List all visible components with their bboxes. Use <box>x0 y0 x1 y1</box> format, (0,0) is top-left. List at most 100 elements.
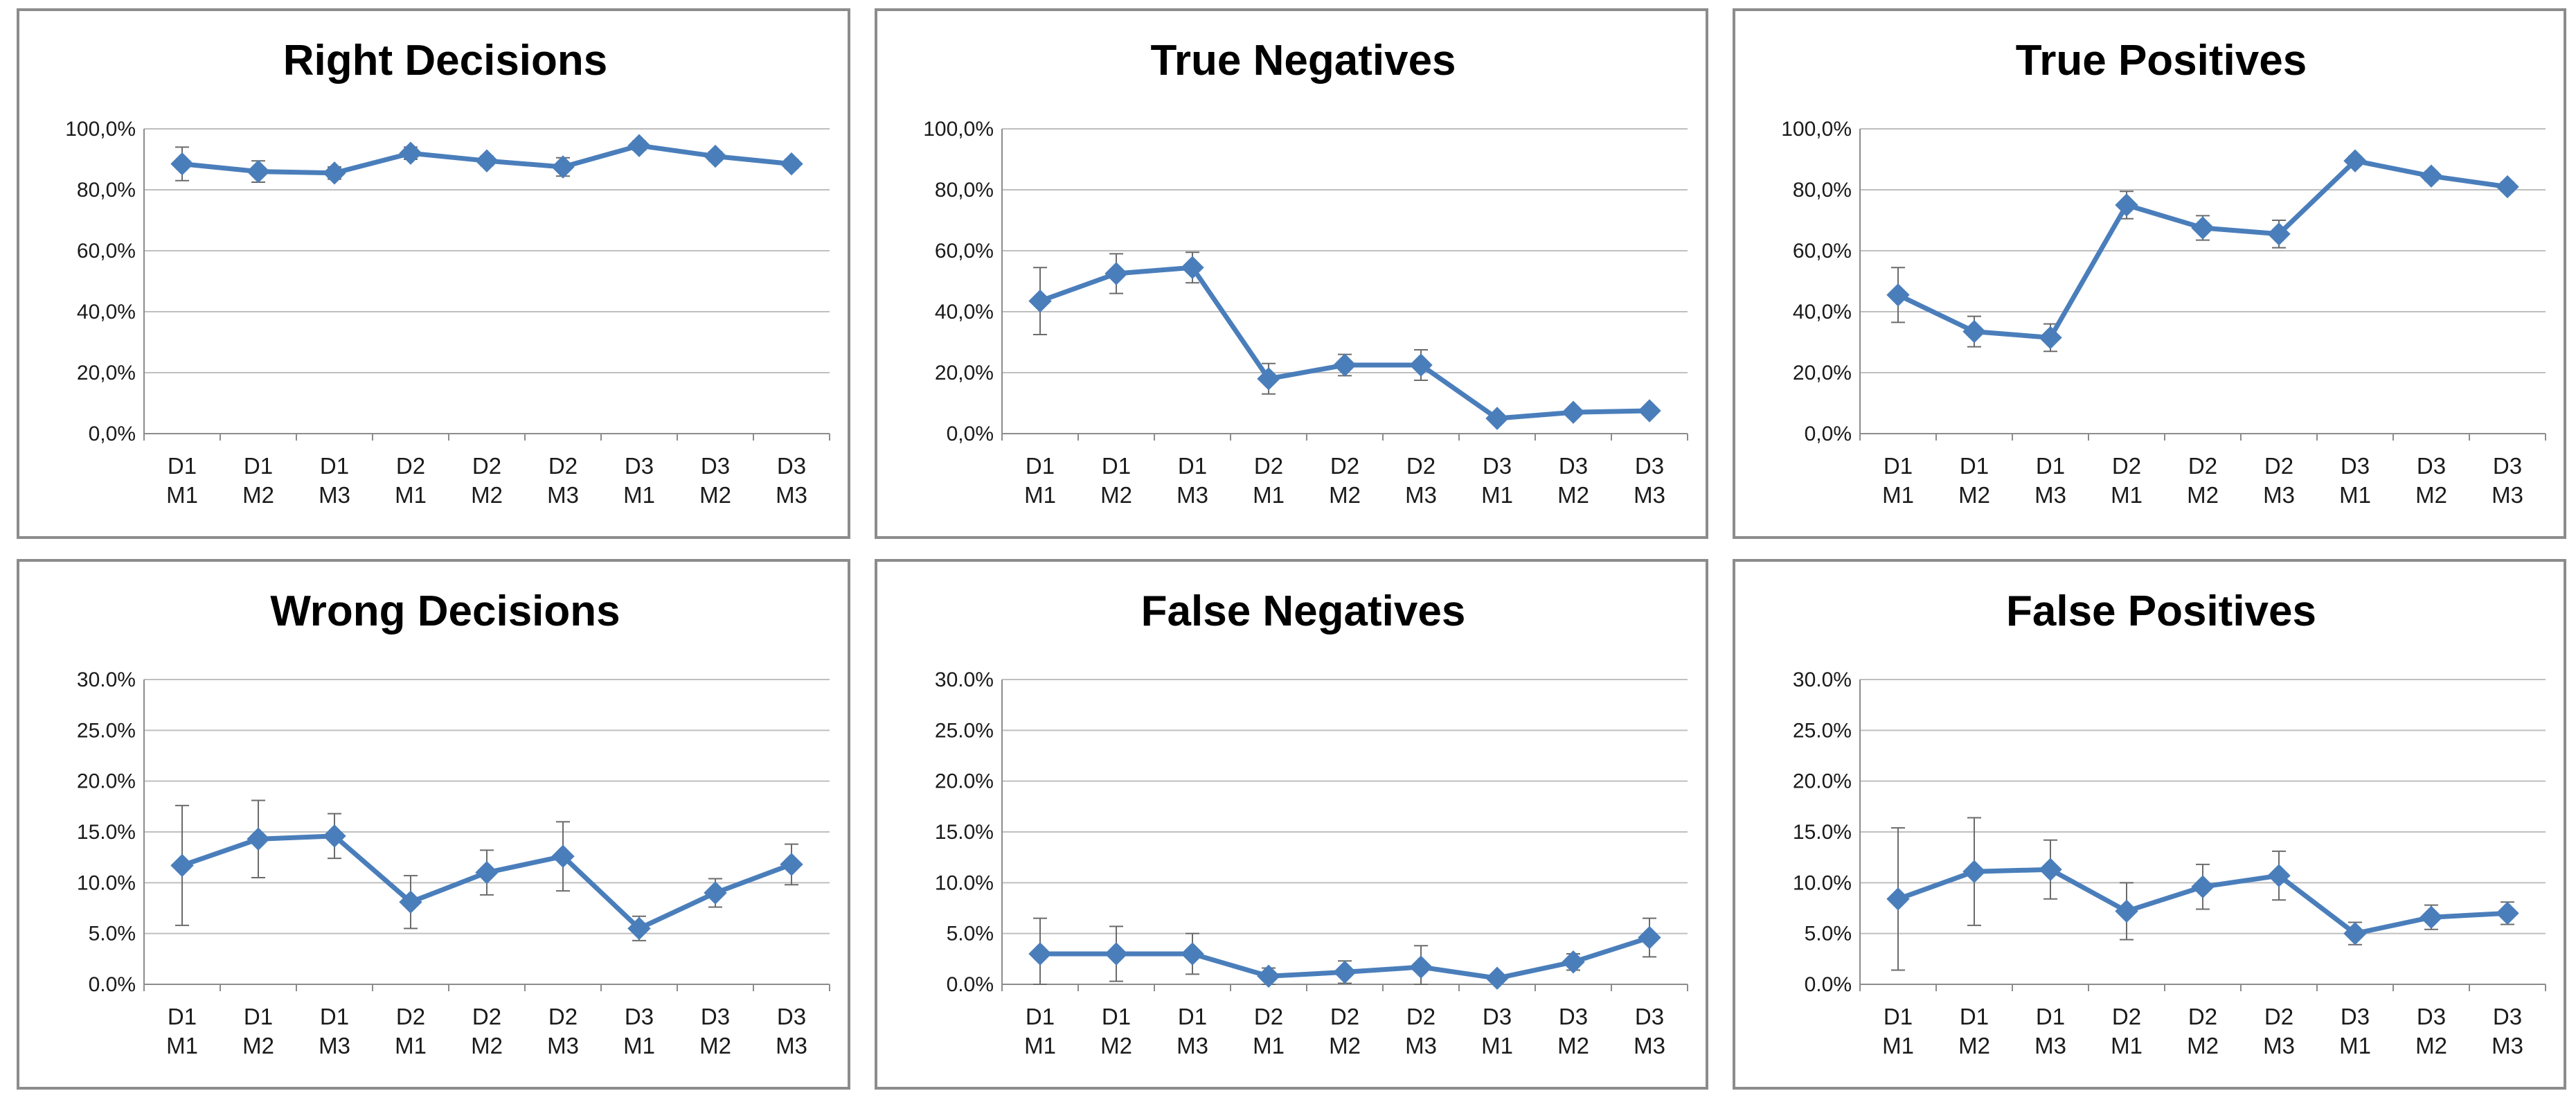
true-negatives-xlabel-d: D3 <box>1483 453 1512 479</box>
true-negatives-data-point <box>1333 353 1357 377</box>
false-negatives-xlabel-m: M2 <box>1557 1033 1589 1058</box>
wrong-decisions-data-point <box>627 916 651 941</box>
true-negatives-xlabel-m: M3 <box>1405 482 1437 508</box>
false-positives-data-point <box>2039 858 2062 881</box>
false-positives-xlabel-d: D2 <box>2264 1004 2293 1029</box>
false-positives-xlabel-d: D3 <box>2493 1004 2522 1029</box>
false-negatives-xlabel-m: M2 <box>1100 1033 1132 1058</box>
true-positives-xlabel-m: M1 <box>2111 482 2143 508</box>
true-positives-xlabel-d: D1 <box>2036 453 2065 479</box>
false-positives-xlabel-m: M2 <box>2187 1033 2219 1058</box>
true-positives-data-point <box>2191 216 2215 240</box>
wrong-decisions-xlabel-d: D3 <box>701 1004 730 1029</box>
wrong-decisions-ytick-label: 25.0% <box>77 719 136 742</box>
wrong-decisions-ytick-label: 30.0% <box>77 668 136 691</box>
wrong-decisions-data-point <box>704 881 727 905</box>
false-negatives-data-point <box>1409 955 1433 979</box>
wrong-decisions-ytick-label: 5.0% <box>89 923 136 946</box>
chart-svg-true-negatives: True Negatives 100,0% 80,0% 60,0% 40,0% 20,0%… <box>923 37 1688 508</box>
true-negatives-xlabel-d: D1 <box>1178 453 1207 479</box>
right-decisions-ytick-label: 100,0% <box>65 118 136 141</box>
right-decisions-title: Right Decisions <box>283 37 608 85</box>
true-positives-xlabel-d: D3 <box>2417 453 2446 479</box>
false-positives-xlabel-m: M3 <box>2034 1033 2066 1058</box>
false-positives-data-point <box>2496 901 2519 925</box>
true-negatives-xlabel-m: M1 <box>1253 482 1285 508</box>
false-negatives-ytick-label: 20.0% <box>935 770 994 793</box>
wrong-decisions-xlabel-m: M2 <box>699 1033 731 1058</box>
right-decisions-data-point <box>551 155 575 179</box>
false-positives-data-point <box>1962 860 1986 883</box>
chart-panel-false-negatives: False Negatives 30.0% 25.0% 20.0% 15.0% 10.0%… <box>875 559 1708 1090</box>
right-decisions-xlabel-m: M2 <box>699 482 731 508</box>
true-positives-xlabel-d: D2 <box>2112 453 2141 479</box>
true-positives-data-point <box>2496 175 2519 199</box>
false-positives-xlabel-m: M2 <box>2415 1033 2447 1058</box>
true-negatives-xlabel-m: M1 <box>1024 482 1056 508</box>
right-decisions-xlabel-d: D2 <box>548 453 578 479</box>
false-negatives-data-point <box>1104 942 1128 966</box>
true-negatives-xlabel-m: M2 <box>1100 482 1132 508</box>
true-negatives-ytick-label: 0,0% <box>947 423 994 445</box>
false-positives-xlabel-d: D2 <box>2188 1004 2217 1029</box>
true-negatives-data-point <box>1409 353 1433 377</box>
false-negatives-xlabel-m: M3 <box>1634 1033 1665 1058</box>
right-decisions-ytick-label: 20,0% <box>77 362 136 384</box>
right-decisions-xlabel-d: D3 <box>625 453 654 479</box>
right-decisions-data-point <box>247 159 270 184</box>
right-decisions-ytick-label: 60,0% <box>77 240 136 263</box>
true-negatives-xlabel-m: M3 <box>1177 482 1208 508</box>
false-positives-xlabel-m: M1 <box>1882 1033 1914 1058</box>
right-decisions-ytick-label: 40,0% <box>77 301 136 323</box>
false-positives-xlabel-d: D2 <box>2112 1004 2141 1029</box>
false-negatives-xlabel-d: D2 <box>1406 1004 1435 1029</box>
right-decisions-xlabel-m: M3 <box>776 482 807 508</box>
wrong-decisions-xlabel-d: D3 <box>625 1004 654 1029</box>
right-decisions-xlabel-d: D3 <box>777 453 806 479</box>
false-negatives-ytick-label: 25.0% <box>935 719 994 742</box>
false-positives-data-point <box>2343 921 2367 946</box>
false-positives-data-point <box>2115 899 2138 923</box>
right-decisions-xlabel-m: M1 <box>623 482 655 508</box>
false-positives-ytick-label: 20.0% <box>1793 770 1852 793</box>
right-decisions-xlabel-d: D1 <box>168 453 197 479</box>
true-positives-xlabel-m: M2 <box>2415 482 2447 508</box>
true-positives-data-point <box>1962 319 1986 344</box>
true-positives-xlabel-d: D2 <box>2188 453 2217 479</box>
true-positives-xlabel-d: D3 <box>2493 453 2522 479</box>
false-negatives-xlabel-d: D2 <box>1330 1004 1359 1029</box>
wrong-decisions-xlabel-d: D3 <box>777 1004 806 1029</box>
false-positives-xlabel-d: D1 <box>2036 1004 2065 1029</box>
false-positives-xlabel-d: D3 <box>2341 1004 2370 1029</box>
true-positives-xlabel-d: D1 <box>1884 453 1913 479</box>
wrong-decisions-xlabel-m: M1 <box>166 1033 198 1058</box>
true-negatives-data-point <box>1638 399 1661 423</box>
right-decisions-xlabel-m: M1 <box>395 482 427 508</box>
true-negatives-ytick-label: 60,0% <box>935 240 994 263</box>
false-negatives-xlabel-d: D1 <box>1026 1004 1055 1029</box>
true-positives-xlabel-d: D1 <box>1960 453 1989 479</box>
true-negatives-xlabel-d: D1 <box>1102 453 1131 479</box>
true-negatives-ytick-label: 40,0% <box>935 301 994 323</box>
wrong-decisions-ytick-label: 10.0% <box>77 871 136 894</box>
true-negatives-data-point <box>1181 256 1204 279</box>
false-positives-data-point <box>2191 875 2215 898</box>
false-negatives-data-point <box>1028 942 1052 966</box>
false-negatives-ytick-label: 15.0% <box>935 821 994 844</box>
true-positives-ytick-label: 20,0% <box>1793 362 1852 384</box>
true-positives-ytick-label: 0,0% <box>1805 423 1852 445</box>
true-negatives-ytick-label: 80,0% <box>935 179 994 202</box>
false-positives-xlabel-m: M3 <box>2492 1033 2523 1058</box>
false-positives-ytick-label: 5.0% <box>1805 923 1852 946</box>
true-negatives-xlabel-m: M2 <box>1329 482 1361 508</box>
wrong-decisions-xlabel-m: M1 <box>623 1033 655 1058</box>
false-negatives-xlabel-m: M1 <box>1481 1033 1513 1058</box>
right-decisions-xlabel-m: M3 <box>319 482 350 508</box>
false-negatives-xlabel-m: M3 <box>1405 1033 1437 1058</box>
true-negatives-xlabel-d: D2 <box>1330 453 1359 479</box>
right-decisions-xlabel-m: M2 <box>242 482 274 508</box>
chart-panel-wrong-decisions: Wrong Decisions 30.0% 25.0% 20.0% 15.0% 10.0%… <box>17 559 850 1090</box>
chart-panel-true-positives: True Positives 100,0% 80,0% 60,0% 40,0% 20,0%… <box>1733 8 2566 539</box>
false-positives-xlabel-d: D1 <box>1884 1004 1913 1029</box>
true-negatives-xlabel-d: D3 <box>1635 453 1664 479</box>
